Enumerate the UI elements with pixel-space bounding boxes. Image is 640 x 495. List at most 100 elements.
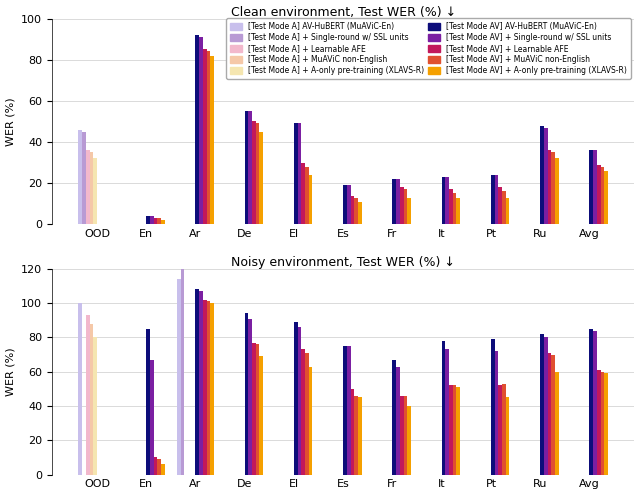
Bar <box>351 389 355 475</box>
Bar <box>589 329 593 475</box>
Bar <box>347 185 351 224</box>
Bar <box>157 459 161 475</box>
Bar <box>86 150 90 224</box>
Bar <box>252 121 256 224</box>
Bar <box>308 367 312 475</box>
Bar <box>593 150 597 224</box>
Bar <box>597 370 600 475</box>
Bar <box>456 198 460 224</box>
Bar <box>301 349 305 475</box>
Bar <box>400 396 404 475</box>
Bar <box>298 123 301 224</box>
Bar <box>150 216 154 224</box>
Bar <box>540 334 544 475</box>
Bar <box>548 150 551 224</box>
Bar <box>157 218 161 224</box>
Bar <box>544 338 548 475</box>
Bar <box>600 372 604 475</box>
Bar <box>502 384 506 475</box>
Bar <box>301 162 305 224</box>
Bar <box>449 189 453 224</box>
Bar <box>400 187 404 224</box>
Bar <box>199 37 203 224</box>
Title: Clean environment, Test WER (%) ↓: Clean environment, Test WER (%) ↓ <box>230 5 456 18</box>
Bar <box>499 386 502 475</box>
Bar <box>154 218 157 224</box>
Bar <box>495 175 499 224</box>
Bar <box>551 152 555 224</box>
Bar <box>407 406 411 475</box>
Bar <box>347 346 351 475</box>
Bar <box>392 360 396 475</box>
Bar <box>449 386 453 475</box>
Bar <box>146 216 150 224</box>
Bar <box>404 189 407 224</box>
Bar <box>445 177 449 224</box>
Bar <box>146 329 150 475</box>
Bar <box>355 396 358 475</box>
Bar <box>355 198 358 224</box>
Bar <box>93 338 97 475</box>
Bar <box>593 331 597 475</box>
Bar <box>86 315 90 475</box>
Bar <box>305 353 308 475</box>
Bar <box>244 111 248 224</box>
Bar <box>294 123 298 224</box>
Bar <box>256 123 259 224</box>
Bar <box>210 55 214 224</box>
Y-axis label: WER (%): WER (%) <box>6 347 15 396</box>
Bar <box>604 373 608 475</box>
Bar <box>195 290 199 475</box>
Bar <box>343 346 347 475</box>
Bar <box>79 303 82 475</box>
Bar <box>456 387 460 475</box>
Bar <box>82 132 86 224</box>
Bar <box>506 397 509 475</box>
Bar <box>555 372 559 475</box>
Bar <box>161 220 164 224</box>
Bar <box>248 319 252 475</box>
Bar <box>256 345 259 475</box>
Bar <box>404 396 407 475</box>
Bar <box>343 185 347 224</box>
Bar <box>210 303 214 475</box>
Bar <box>90 152 93 224</box>
Y-axis label: WER (%): WER (%) <box>6 97 16 146</box>
Bar <box>351 196 355 224</box>
Bar <box>499 187 502 224</box>
Bar <box>442 177 445 224</box>
Bar <box>396 367 400 475</box>
Bar <box>244 313 248 475</box>
Bar <box>491 339 495 475</box>
Bar <box>203 50 207 224</box>
Bar <box>180 269 184 475</box>
Bar <box>407 198 411 224</box>
Bar <box>150 360 154 475</box>
Bar <box>604 171 608 224</box>
Bar <box>445 349 449 475</box>
Bar <box>358 201 362 224</box>
Bar <box>396 179 400 224</box>
Bar <box>453 194 456 224</box>
Bar <box>248 111 252 224</box>
Bar <box>600 167 604 224</box>
Bar <box>453 386 456 475</box>
Bar <box>589 150 593 224</box>
Bar <box>79 130 82 224</box>
Bar <box>502 192 506 224</box>
Bar <box>207 301 210 475</box>
Bar <box>203 299 207 475</box>
Legend: [Test Mode A] AV-HuBERT (MuAViC-En), [Test Mode A] + Single-round w/ SSL units, : [Test Mode A] AV-HuBERT (MuAViC-En), [Te… <box>227 18 630 79</box>
Bar <box>491 175 495 224</box>
Bar <box>161 464 164 475</box>
Bar <box>259 356 263 475</box>
Bar <box>544 128 548 224</box>
Bar <box>392 179 396 224</box>
Bar <box>597 165 600 224</box>
Bar <box>195 35 199 224</box>
Bar <box>252 343 256 475</box>
Bar <box>177 279 180 475</box>
Bar <box>506 198 509 224</box>
Bar <box>495 351 499 475</box>
Bar <box>540 126 544 224</box>
